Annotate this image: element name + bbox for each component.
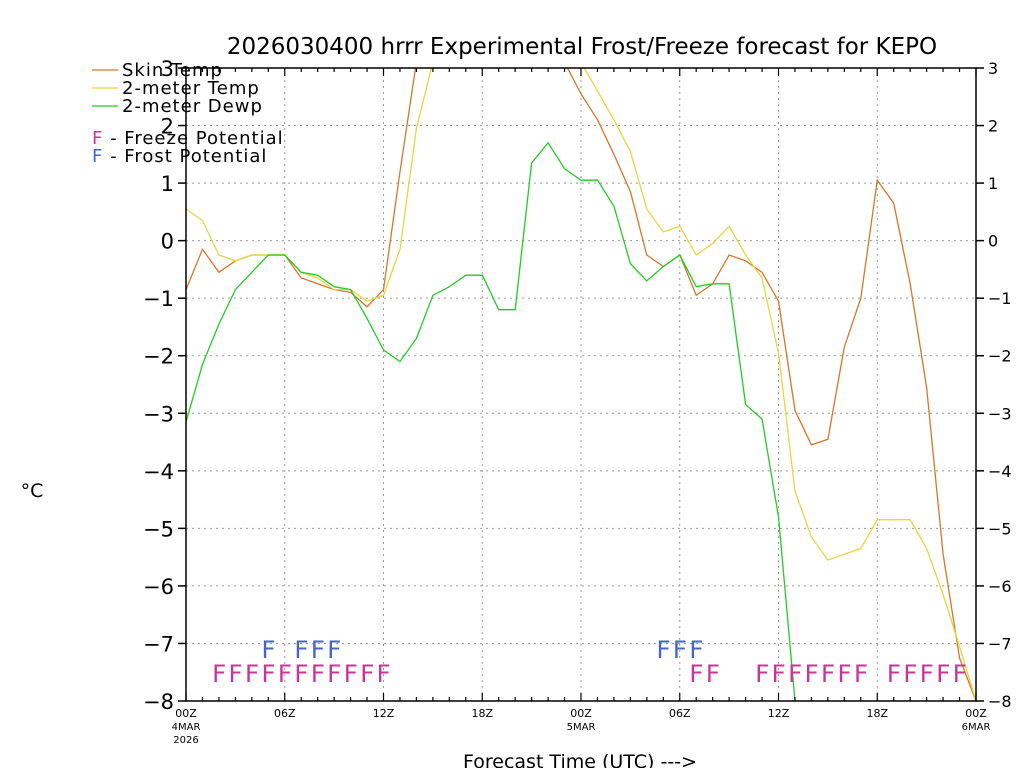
y-axis-label: °C [21, 480, 44, 502]
freeze-marker: F [327, 660, 341, 688]
plot-frame [185, 67, 977, 702]
y-tick-label-left: −3 [143, 402, 174, 426]
freeze-marker: F [952, 660, 966, 688]
legend-label: 2-meter Temp [122, 78, 260, 99]
legend-marker-text: - Frost Potential [103, 146, 267, 167]
freeze-marker: F [788, 660, 802, 688]
x-tick-date: 6MAR [962, 722, 991, 733]
y-tick-label-right: −2 [988, 347, 1012, 366]
series-line-2-meter-dewp [186, 141, 796, 701]
freeze-marker: F [212, 660, 226, 688]
x-tick-label: 06Z [274, 707, 296, 720]
legend-marker-text: - Freeze Potential [103, 128, 283, 149]
y-tick-label-left: −8 [143, 690, 174, 714]
freeze-marker: F [261, 660, 275, 688]
axes: −8 −8 −7 −7 −6 −6 −5 −5 −4 −4 −3 −3 −2 −2 −1 −1 0 0 1 1 2 2 3 3… [143, 57, 1012, 746]
frost-marker: F [689, 636, 703, 664]
freeze-marker: F [771, 660, 785, 688]
freeze-marker: F [343, 660, 357, 688]
freeze-marker: F [854, 660, 868, 688]
x-tick-year: 2026 [173, 735, 198, 746]
freeze-marker: F [689, 660, 703, 688]
freeze-marker: F [705, 660, 719, 688]
y-tick-label-left: −5 [143, 517, 174, 541]
x-tick-label: 18Z [471, 707, 493, 720]
x-tick-label: 00Z [175, 707, 197, 720]
legend-marker-entry: F - Frost Potential [92, 146, 267, 167]
freeze-marker: F [804, 660, 818, 688]
freeze-marker: F [360, 660, 374, 688]
y-tick-label-right: −8 [988, 692, 1012, 711]
y-tick-label-right: −3 [988, 404, 1012, 423]
frost-marker: F [327, 636, 341, 664]
y-tick-label-left: −7 [143, 632, 174, 656]
series-lines [186, 68, 976, 701]
x-tick-date: 5MAR [567, 722, 596, 733]
y-tick-label-right: −7 [988, 634, 1012, 653]
y-tick-label-left: 3 [161, 57, 174, 81]
freeze-marker: F [821, 660, 835, 688]
y-tick-label-left: 2 [161, 115, 174, 139]
y-tick-label-left: −4 [143, 460, 174, 484]
chart-title: 2026030400 hrrr Experimental Frost/Freez… [227, 34, 937, 60]
y-tick-label-right: −5 [988, 519, 1012, 538]
freeze-marker: F [903, 660, 917, 688]
x-axis-label: Forecast Time (UTC) ---> [463, 751, 697, 768]
legend-marker-char: F [92, 128, 103, 149]
frost-marker: F [673, 636, 687, 664]
x-tick-label: 18Z [866, 707, 888, 720]
x-tick-label: 00Z [570, 707, 592, 720]
y-tick-label-left: −2 [143, 345, 174, 369]
freeze-marker: F [245, 660, 259, 688]
frost-marker: F [294, 636, 308, 664]
legend-label: 2-meter Dewp [122, 96, 263, 117]
freeze-marker: F [310, 660, 324, 688]
freeze-marker: F [294, 660, 308, 688]
legend-label: Skin Temp [122, 60, 223, 81]
series-line-skin-temp [186, 68, 976, 701]
y-tick-label-left: −1 [143, 287, 174, 311]
grid [186, 68, 976, 701]
y-tick-label-right: 1 [988, 174, 998, 193]
legend-marker-entry: F - Freeze Potential [92, 128, 284, 149]
y-tick-label-right: 0 [988, 232, 998, 251]
x-tick-label: 06Z [669, 707, 691, 720]
x-tick-label: 12Z [373, 707, 395, 720]
y-tick-label-right: −4 [988, 462, 1012, 481]
frost-marker: F [656, 636, 670, 664]
frost-marker: F [310, 636, 324, 664]
freeze-marker: F [886, 660, 900, 688]
y-tick-label-right: 2 [988, 117, 998, 136]
freeze-marker: F [278, 660, 292, 688]
legend-marker-char: F [92, 146, 103, 167]
freeze-marker: F [376, 660, 390, 688]
freeze-marker: F [755, 660, 769, 688]
freeze-marker: F [228, 660, 242, 688]
frost-freeze-markers: F F F F F F FF F F F F F F F F F F F F F F F F F F F F F F F F [212, 636, 967, 688]
y-tick-label-right: −6 [988, 577, 1012, 596]
y-tick-label-left: 0 [161, 230, 174, 254]
x-tick-date: 4MAR [172, 722, 201, 733]
y-tick-label-right: −1 [988, 289, 1012, 308]
x-tick-label: 12Z [768, 707, 790, 720]
y-tick-label-left: −6 [143, 575, 174, 599]
x-tick-label: 00Z [965, 707, 987, 720]
y-tick-label-right: 3 [988, 59, 998, 78]
freeze-marker: F [837, 660, 851, 688]
y-tick-label-left: 1 [161, 172, 174, 196]
freeze-marker: F [919, 660, 933, 688]
frost-marker: F [261, 636, 275, 664]
freeze-marker: F [936, 660, 950, 688]
